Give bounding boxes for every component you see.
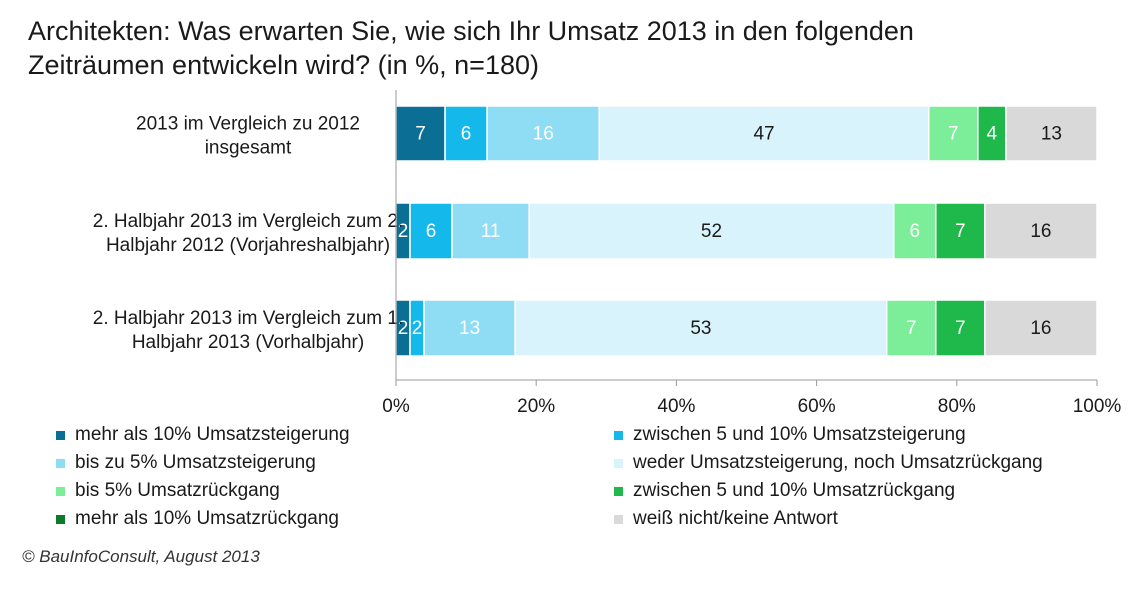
data-label: 2 (412, 318, 423, 339)
legend-label: bis 5% Umsatzrückgang (75, 480, 280, 501)
data-label: 2 (398, 318, 409, 339)
legend-item: zwischen 5 und 10% Umsatzsteigerung (614, 422, 966, 448)
data-label: 6 (909, 221, 920, 242)
legend-swatch (56, 486, 65, 496)
x-tick-label: 80% (938, 396, 976, 417)
legend-label: mehr als 10% Umsatzrückgang (75, 508, 339, 529)
legend-label: mehr als 10% Umsatzsteigerung (75, 424, 350, 445)
x-tick-label: 40% (657, 396, 695, 417)
legend-swatch (56, 458, 65, 468)
data-label: 13 (459, 318, 480, 339)
copyright-note: © BauInfoConsult, August 2013 (22, 547, 260, 566)
legend-swatch (614, 458, 623, 468)
legend-label: weiß nicht/keine Antwort (633, 508, 838, 529)
legend-swatch (56, 514, 65, 524)
legend-label: zwischen 5 und 10% Umsatzrückgang (633, 480, 956, 501)
legend-label: bis zu 5% Umsatzsteigerung (75, 452, 316, 473)
data-label: 7 (415, 124, 426, 145)
bar-segment (928, 105, 979, 162)
bar-segment (598, 105, 930, 162)
legend-item: bis 5% Umsatzrückgang (56, 478, 280, 504)
legend-item: mehr als 10% Umsatzrückgang (56, 506, 339, 532)
data-label: 6 (461, 124, 472, 145)
legend-label: weder Umsatzsteigerung, noch Umsatzrückg… (633, 452, 1043, 473)
category-label: Halbjahr 2013 (Vorhalbjahr) (132, 332, 364, 353)
bar-segment (935, 299, 986, 357)
legend-item: weiß nicht/keine Antwort (614, 506, 838, 532)
legend-swatch (56, 430, 65, 440)
data-label: 11 (481, 221, 501, 242)
data-label: 47 (753, 124, 774, 145)
category-label: Halbjahr 2012 (Vorjahreshalbjahr) (106, 235, 390, 256)
data-label: 16 (1030, 221, 1051, 242)
x-tick-label: 0% (382, 396, 410, 417)
legend-item: bis zu 5% Umsatzsteigerung (56, 450, 316, 476)
bar-segment (984, 202, 1098, 260)
data-label: 52 (701, 221, 722, 242)
bar-segment (885, 299, 937, 357)
data-label: 7 (906, 318, 917, 339)
chart-title: Architekten: Was erwarten Sie, wie sich … (28, 16, 914, 80)
bar-segment (514, 299, 888, 357)
data-label: 4 (987, 124, 998, 145)
legend-swatch (614, 486, 623, 496)
data-label: 53 (690, 318, 711, 339)
bar-segment (935, 202, 986, 260)
data-label: 13 (1041, 124, 1062, 145)
x-tick-label: 100% (1073, 396, 1122, 417)
category-label: 2. Halbjahr 2013 im Vergleich zum 1. (93, 308, 404, 329)
legend-swatch (614, 514, 623, 524)
legend-item: weder Umsatzsteigerung, noch Umsatzrückg… (614, 450, 1043, 476)
bar-segment (444, 105, 488, 162)
legend-item: mehr als 10% Umsatzsteigerung (56, 422, 350, 448)
legend-item: zwischen 5 und 10% Umsatzrückgang (614, 478, 955, 504)
x-tick-label: 20% (517, 396, 555, 417)
data-label: 2 (398, 221, 409, 242)
bar-segment (423, 299, 516, 357)
category-label: 2013 im Vergleich zu 2012 (136, 114, 360, 135)
data-label: 16 (1030, 318, 1051, 339)
x-tick-label: 60% (798, 396, 836, 417)
bar-segment (528, 202, 895, 260)
data-label: 7 (955, 221, 966, 242)
bar-segment (984, 299, 1098, 357)
legend-swatch (614, 430, 623, 440)
bar-segment (451, 202, 530, 260)
stacked-bar-chart: 7 6 16 47 7 4 13 2013 im Vergleich zu 2012 insge… (93, 90, 1122, 417)
data-label: 7 (955, 318, 966, 339)
legend-label: zwischen 5 und 10% Umsatzsteigerung (633, 424, 966, 445)
category-label: 2. Halbjahr 2013 im Vergleich zum 2. (93, 211, 404, 232)
data-label: 6 (426, 221, 437, 242)
category-label: insgesamt (205, 138, 292, 159)
chart-legend: mehr als 10% Umsatzsteigerung zwischen 5 … (56, 422, 1136, 534)
data-label: 16 (533, 124, 554, 145)
bar-segment (1005, 105, 1098, 162)
data-label: 7 (948, 124, 959, 145)
